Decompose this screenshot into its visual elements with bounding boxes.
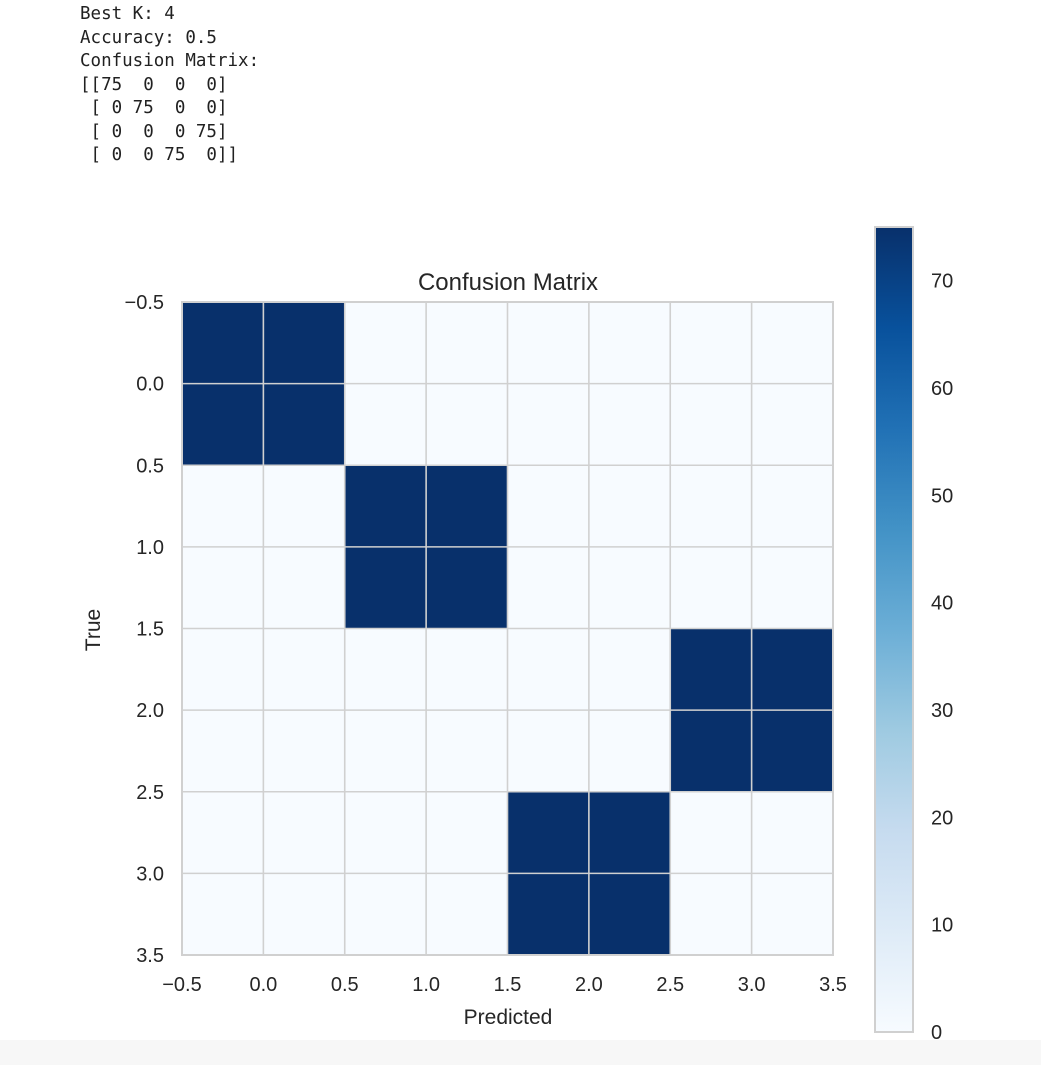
x-axis-label: Predicted (464, 1006, 553, 1029)
output-bottom-band (0, 1040, 1041, 1065)
colorbar-tick-label: 70 (931, 271, 953, 293)
y-tick-label: 0.5 (136, 455, 164, 477)
console-line: Accuracy: 0.5 (80, 27, 217, 48)
x-tick-label: 3.0 (738, 974, 766, 996)
y-tick-labels: −0.5 0.0 0.5 1.0 1.5 2.0 2.5 3.0 3.5 (125, 292, 164, 967)
colorbar-tick-label: 50 (931, 485, 953, 507)
y-tick-label: 3.0 (136, 863, 164, 885)
x-tick-label: 1.0 (412, 974, 440, 996)
x-tick-labels: −0.5 0.0 0.5 1.0 1.5 2.0 2.5 3.0 3.5 (162, 974, 847, 996)
x-tick-label: 2.5 (656, 974, 684, 996)
x-tick-label: 2.0 (575, 974, 603, 996)
console-output: Best K: 4 Accuracy: 0.5 Confusion Matrix: [… (80, 3, 259, 168)
y-tick-label: 1.0 (136, 537, 164, 559)
y-tick-label: 1.5 (136, 619, 164, 641)
x-tick-label: 0.5 (331, 974, 359, 996)
plot-frame (181, 301, 834, 956)
console-line: [ 0 0 0 75] (80, 121, 228, 142)
colorbar-tick-label: 60 (931, 378, 953, 400)
x-tick-label: 1.5 (494, 974, 522, 996)
colorbar-tick-label: 20 (931, 807, 953, 829)
x-tick-label: 3.5 (819, 974, 847, 996)
x-tick-label: 0.0 (249, 974, 277, 996)
y-axis-label: True (82, 609, 105, 651)
colorbar (874, 226, 914, 1033)
console-line: [ 0 75 0 0] (80, 98, 228, 118)
console-line: [[75 0 0 0] (80, 74, 228, 95)
chart-title: Confusion Matrix (418, 269, 598, 296)
x-tick-label: −0.5 (162, 974, 201, 996)
colorbar-tick-label: 0 (931, 1022, 942, 1044)
console-line: Best K: 4 (80, 4, 175, 24)
colorbar-tick-label: 40 (931, 593, 953, 615)
y-tick-label: 0.0 (136, 374, 164, 396)
colorbar-tick-label: 10 (931, 915, 953, 937)
colorbar-tick-labels: 0 10 20 30 40 50 60 70 (931, 271, 953, 1044)
y-tick-label: −0.5 (125, 292, 164, 314)
colorbar-tick-label: 30 (931, 700, 953, 722)
y-tick-label: 3.5 (136, 945, 164, 967)
console-line: Confusion Matrix: (80, 51, 260, 71)
y-tick-label: 2.0 (136, 700, 164, 722)
console-line: [ 0 0 75 0]] (80, 145, 239, 165)
y-tick-label: 2.5 (136, 782, 164, 804)
